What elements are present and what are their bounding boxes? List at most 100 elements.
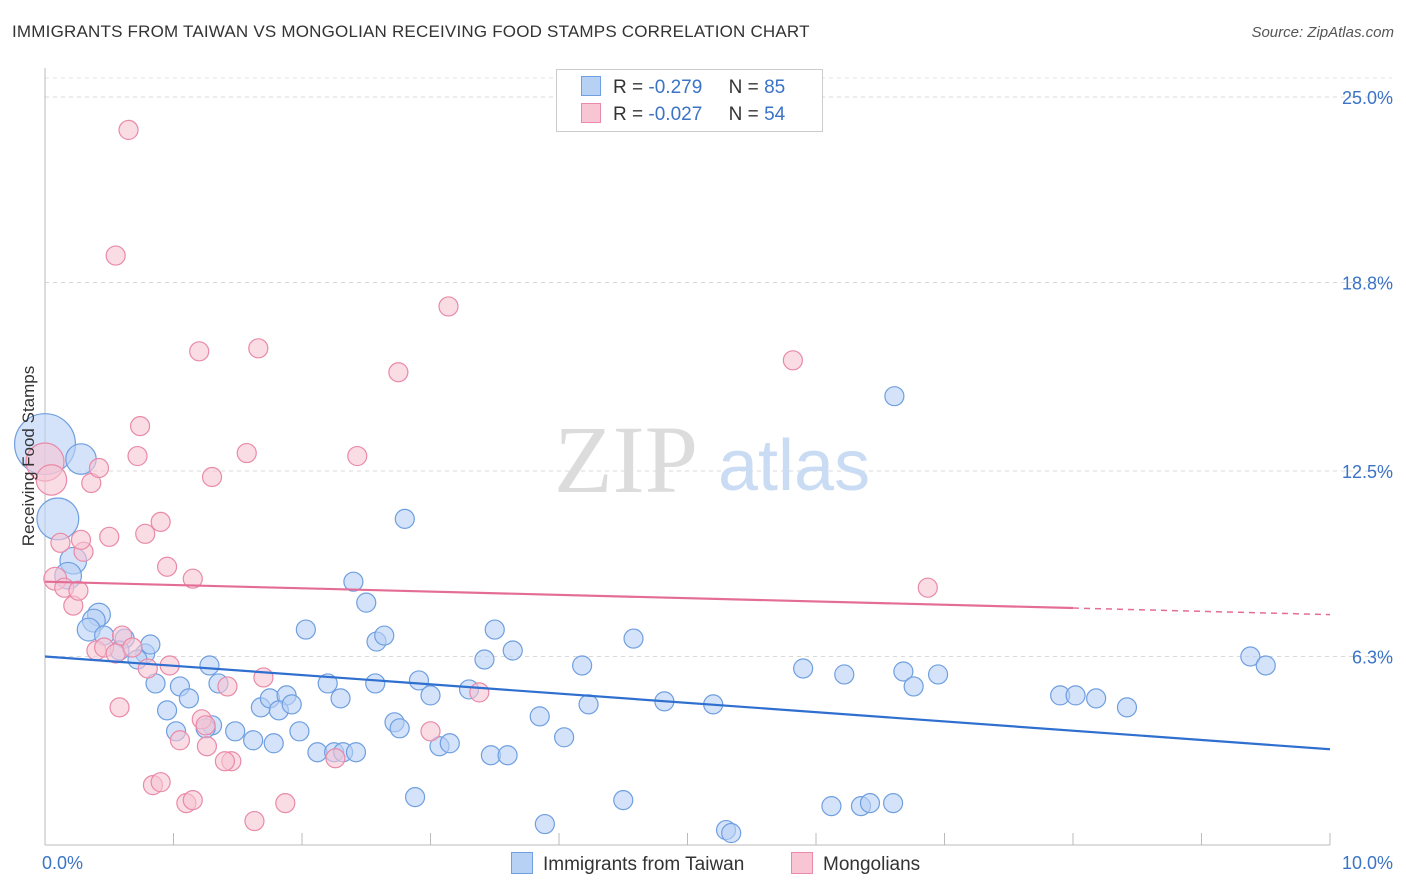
point-0-62 (613, 790, 634, 811)
point-0-31 (289, 721, 310, 742)
point-0-73 (893, 661, 914, 682)
point-0-58 (529, 706, 550, 727)
point-0-39 (356, 592, 377, 613)
point-0-16 (156, 700, 178, 721)
point-0-37 (317, 673, 338, 694)
legend-r-value-mongolians: -0.027 (648, 104, 703, 125)
point-1-1 (35, 464, 68, 496)
point-0-75 (927, 664, 949, 685)
y-tick-label-3: 25.0% (1342, 88, 1393, 108)
legend-swatch-mongolians (581, 103, 601, 123)
point-1-18 (118, 119, 139, 141)
point-0-40 (343, 571, 364, 592)
legend-row-taiwan: R = -0.279 N = 85 (581, 76, 785, 99)
point-0-84 (721, 822, 742, 844)
point-1-3 (50, 532, 71, 553)
point-1-53 (195, 715, 216, 736)
point-0-38 (365, 673, 386, 694)
point-1-22 (150, 511, 171, 532)
correlation-legend: R = -0.279 N = 85 R = -0.027 N = 54 (556, 69, 823, 132)
point-0-43 (374, 625, 395, 646)
point-1-46 (347, 445, 368, 467)
chart-title: IMMIGRANTS FROM TAIWAN VS MONGOLIAN RECE… (12, 22, 810, 41)
point-0-76 (884, 386, 905, 407)
point-0-68 (821, 796, 842, 817)
watermark-zip: ZIP (554, 406, 698, 513)
point-0-41 (295, 619, 316, 640)
point-1-40 (236, 442, 257, 464)
point-0-83 (534, 813, 555, 835)
point-0-35 (345, 742, 367, 763)
point-1-24 (156, 556, 178, 577)
point-1-51 (782, 350, 803, 371)
point-0-29 (281, 694, 302, 715)
point-0-17 (178, 688, 200, 709)
point-1-10 (88, 457, 110, 479)
point-1-11 (99, 526, 120, 547)
grid-lines (45, 77, 1392, 658)
point-1-23 (137, 658, 158, 679)
point-1-47 (388, 362, 409, 383)
trend-line-dashed-1 (1072, 607, 1331, 616)
source-label: Source: ZipAtlas.com (1251, 24, 1394, 41)
point-1-45 (325, 748, 346, 769)
point-0-53 (474, 649, 495, 670)
bottom-legend-mongolians: Mongolians (791, 852, 920, 876)
point-0-81 (1240, 646, 1261, 667)
point-1-19 (105, 245, 126, 266)
y-tick-label-1: 12.5% (1342, 462, 1393, 482)
point-0-48 (420, 685, 441, 706)
point-0-50 (439, 733, 460, 754)
legend-r-label: R = (613, 77, 644, 98)
point-1-21 (135, 523, 156, 544)
point-0-18 (199, 655, 220, 676)
point-0-61 (578, 694, 599, 715)
legend-r-label: R = (613, 104, 644, 125)
bottom-legend-swatch-mongolians (791, 852, 813, 874)
bottom-legend-taiwan: Immigrants from Taiwan (511, 852, 744, 876)
tick-labels: 6.3% 12.5% 18.8% 25.0% 0.0% 10.0% (42, 88, 1393, 873)
point-0-45 (389, 718, 410, 739)
point-0-79 (1086, 688, 1107, 709)
legend-n-value-mongolians: 54 (764, 104, 786, 125)
point-1-44 (275, 793, 296, 814)
bottom-legend-swatch-taiwan (511, 852, 533, 874)
legend-n-label: N = (728, 104, 759, 125)
y-tick-label-2: 18.8% (1342, 274, 1393, 294)
point-0-63 (623, 628, 644, 649)
trend-lines (44, 580, 1331, 751)
point-0-59 (554, 727, 575, 748)
point-0-82 (1255, 655, 1276, 676)
legend-swatch-taiwan (581, 76, 601, 96)
point-1-28 (109, 697, 130, 718)
legend-n-label: N = (728, 77, 759, 98)
point-0-74 (903, 676, 924, 697)
point-0-24 (243, 730, 264, 751)
legend-r-value-taiwan: -0.279 (648, 77, 703, 98)
point-0-60 (572, 655, 593, 676)
legend-n-value-taiwan: 85 (764, 77, 786, 98)
point-1-41 (248, 338, 269, 359)
point-1-6 (68, 580, 89, 601)
series-1 (25, 119, 938, 832)
point-0-55 (497, 745, 518, 766)
point-0-57 (484, 619, 505, 640)
point-1-32 (182, 568, 203, 589)
point-0-51 (404, 787, 426, 808)
trend-line-0 (44, 655, 1331, 751)
bottom-legend-label-taiwan: Immigrants from Taiwan (543, 854, 745, 875)
x-tick-label-1: 10.0% (1342, 853, 1393, 873)
point-0-78 (1065, 685, 1086, 706)
point-0-12 (140, 634, 161, 655)
point-0-80 (1116, 697, 1138, 718)
trend-line-1 (44, 580, 1074, 610)
point-0-36 (330, 688, 351, 709)
point-1-31 (182, 790, 203, 811)
point-1-50 (469, 682, 490, 703)
point-0-70 (859, 793, 881, 814)
point-0-47 (394, 508, 415, 529)
point-0-46 (408, 670, 430, 691)
point-1-20 (129, 416, 151, 437)
point-1-48 (438, 296, 459, 317)
